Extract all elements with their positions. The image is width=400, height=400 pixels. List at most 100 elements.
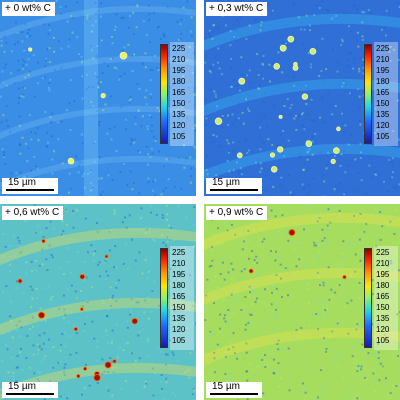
noise-pixel [388, 301, 391, 304]
noise-pixel [259, 227, 262, 230]
noise-pixel [320, 387, 323, 390]
noise-pixel [181, 290, 184, 293]
carbide-particle [28, 47, 33, 52]
colorbar-tick: 195 [376, 270, 390, 279]
noise-pixel [256, 261, 259, 264]
noise-pixel [96, 76, 99, 79]
noise-pixel [69, 79, 72, 82]
noise-pixel [398, 6, 400, 8]
noise-pixel [59, 5, 62, 8]
noise-pixel [30, 260, 33, 263]
noise-pixel [81, 142, 84, 145]
noise-pixel [381, 70, 384, 73]
noise-pixel [377, 357, 380, 360]
noise-pixel [271, 9, 274, 12]
noise-pixel [169, 86, 172, 89]
scale-bar: 15 µm [2, 382, 58, 398]
noise-pixel [333, 188, 336, 191]
noise-pixel [248, 24, 251, 27]
noise-pixel [359, 157, 362, 160]
noise-pixel [98, 121, 101, 123]
noise-pixel [124, 243, 127, 246]
noise-pixel [385, 377, 387, 380]
noise-pixel [126, 184, 129, 187]
colorbar-tick: 120 [172, 121, 186, 130]
noise-pixel [40, 348, 43, 351]
noise-pixel [364, 150, 367, 153]
noise-pixel [357, 31, 359, 34]
noise-pixel [315, 244, 318, 247]
noise-pixel [28, 113, 31, 116]
noise-pixel [304, 398, 307, 400]
noise-pixel [311, 140, 314, 143]
noise-pixel [377, 323, 380, 326]
panel-label: + 0,6 wt% C [2, 206, 64, 220]
noise-pixel [239, 0, 242, 3]
noise-pixel [316, 397, 319, 400]
noise-pixel [170, 227, 173, 230]
noise-pixel [45, 258, 48, 261]
noise-pixel [394, 144, 397, 147]
noise-pixel [341, 40, 344, 43]
noise-pixel [156, 26, 159, 29]
noise-pixel [81, 75, 84, 78]
noise-pixel [318, 216, 321, 219]
noise-pixel [361, 98, 364, 101]
noise-pixel [38, 264, 41, 267]
noise-pixel [286, 232, 289, 235]
noise-pixel [301, 43, 304, 46]
noise-pixel [317, 396, 320, 399]
noise-pixel [354, 158, 357, 161]
noise-pixel [0, 44, 3, 47]
noise-pixel [264, 366, 267, 368]
noise-pixel [310, 63, 313, 66]
noise-pixel [146, 276, 149, 279]
noise-pixel [91, 30, 94, 33]
noise-pixel [349, 92, 351, 95]
noise-pixel [80, 55, 83, 58]
noise-pixel [295, 329, 298, 332]
noise-pixel [143, 384, 146, 387]
noise-pixel [248, 295, 251, 297]
noise-pixel [59, 267, 61, 270]
noise-pixel [253, 229, 256, 232]
noise-pixel [358, 67, 361, 70]
noise-pixel [115, 265, 118, 268]
noise-pixel [296, 355, 299, 358]
noise-pixel [111, 360, 114, 363]
noise-pixel [169, 282, 172, 285]
noise-pixel [151, 152, 154, 155]
noise-pixel [90, 181, 93, 184]
noise-pixel [343, 193, 346, 196]
colorbar-tick: 210 [172, 55, 186, 64]
noise-pixel [173, 239, 176, 241]
noise-pixel [237, 173, 240, 176]
noise-pixel [3, 154, 6, 157]
noise-pixel [44, 65, 47, 67]
noise-pixel [95, 12, 98, 15]
noise-pixel [232, 268, 235, 271]
noise-pixel [274, 215, 277, 218]
noise-pixel [75, 155, 78, 158]
noise-pixel [22, 96, 25, 98]
noise-pixel [42, 342, 45, 345]
noise-pixel [275, 308, 278, 311]
noise-pixel [127, 43, 130, 46]
noise-pixel [119, 171, 122, 173]
carbide-particle [93, 373, 101, 382]
noise-pixel [22, 64, 25, 67]
noise-pixel [59, 395, 62, 398]
noise-pixel [96, 382, 99, 385]
carbide-particle [104, 361, 112, 369]
noise-pixel [349, 52, 351, 54]
noise-pixel [173, 185, 176, 188]
noise-pixel [99, 275, 101, 278]
noise-pixel [47, 32, 50, 35]
noise-pixel [178, 317, 180, 320]
noise-pixel [230, 378, 232, 381]
noise-pixel [117, 279, 120, 282]
noise-pixel [219, 273, 222, 275]
noise-pixel [124, 128, 127, 131]
noise-pixel [193, 127, 196, 130]
noise-pixel [357, 45, 360, 48]
